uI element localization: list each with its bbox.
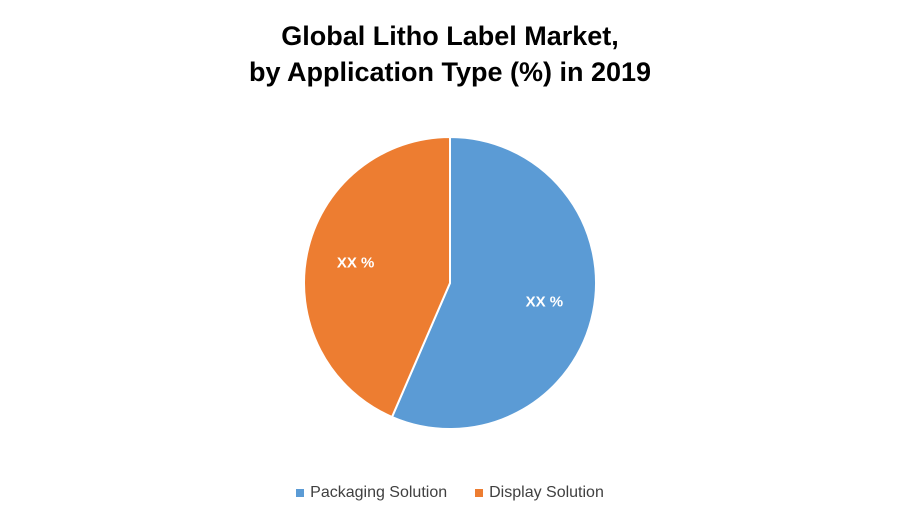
legend-item-packaging-solution: Packaging Solution (296, 484, 447, 502)
legend-label-packaging-solution: Packaging Solution (310, 484, 448, 501)
legend-item-display-solution: Display Solution (475, 484, 604, 502)
legend-swatch-packaging-solution (296, 489, 305, 497)
pie-slice-packaging-solution (391, 136, 597, 430)
pie-slice-display-solution (303, 136, 451, 418)
chart-title-line-1: Global Litho Label Market, (281, 21, 619, 51)
chart-title-line-2: by Application Type (%) in 2019 (248, 57, 652, 87)
chart-title: Global Litho Label Market, by Applicatio… (0, 18, 900, 90)
legend-label-display-solution: Display Solution (489, 484, 604, 501)
chart-legend: Packaging Solution Display Solution (0, 484, 900, 502)
data-label-display-solution: XX % (337, 254, 375, 271)
legend-swatch-display-solution (475, 489, 484, 497)
data-label-packaging-solution: XX % (526, 294, 564, 311)
